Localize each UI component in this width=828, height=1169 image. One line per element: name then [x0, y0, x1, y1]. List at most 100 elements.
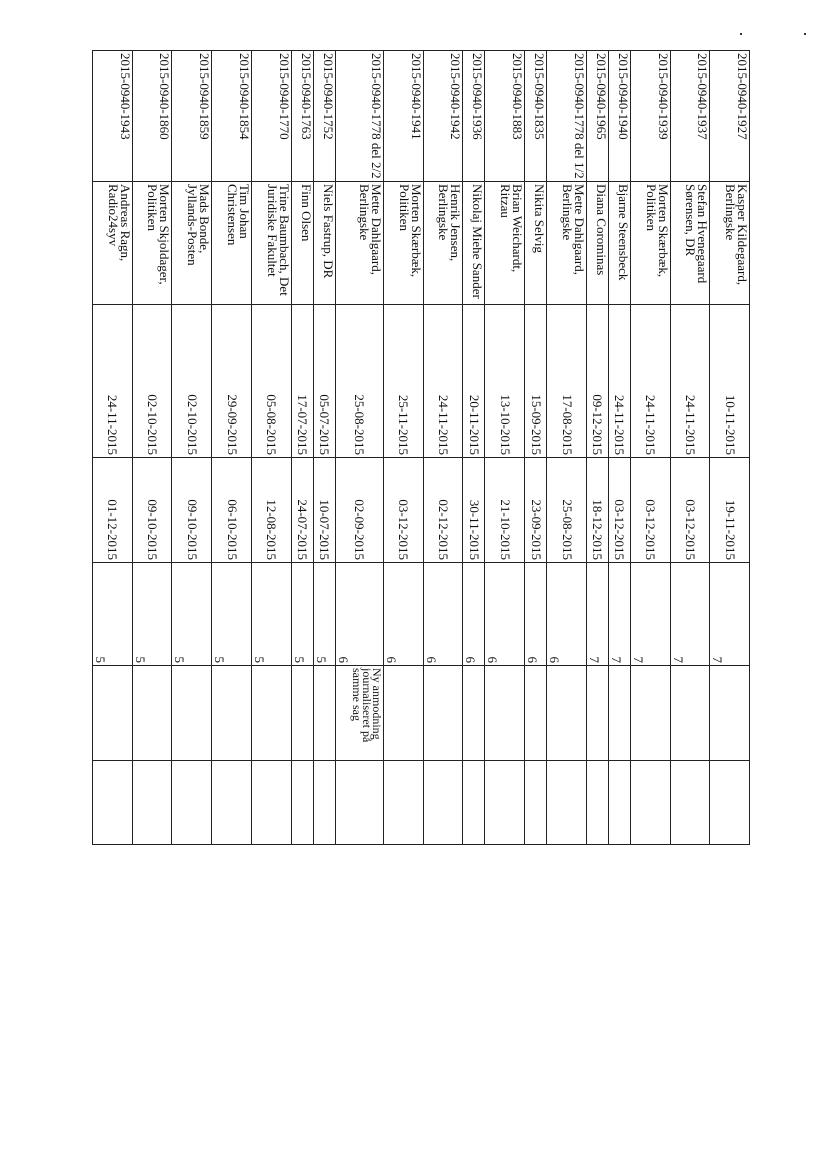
note-cell	[670, 665, 710, 761]
requester-cell: Brian Weichardt, Ritzau	[485, 181, 525, 305]
note-cell	[172, 665, 212, 761]
received-date-cell: 10-11-2015	[709, 304, 750, 458]
count-cell: 5	[211, 562, 252, 666]
case-number-cell: 2015-0940-1943	[92, 50, 133, 182]
count-cell: 6	[383, 562, 424, 666]
case-number-cell: 2015-0940-1854	[211, 50, 252, 182]
scan-speck	[740, 33, 742, 35]
requester-cell: Henrik Jensen, Berlingske	[423, 181, 463, 305]
reply-date-cell: 19-11-2015	[709, 457, 750, 563]
table-row: 2015-0940-1927 Kasper Kildegaard, Berling…	[709, 50, 750, 845]
table-row: 2015-0940-1778 del 2/2 Mette Dahlgaard, B…	[335, 50, 384, 845]
rotated-table-container: 2015-0940-1927 Kasper Kildegaard, Berling…	[92, 50, 750, 845]
blank-cell	[485, 760, 525, 845]
reply-date-cell: 21-10-2015	[485, 457, 525, 563]
note-cell	[383, 665, 424, 761]
count-cell: 5	[251, 562, 292, 666]
received-date-cell: 24-11-2015	[630, 304, 671, 458]
table-row: 2015-0940-1778 del 1/2 Mette Dahlgaard, B…	[546, 50, 587, 845]
count-cell: 5	[291, 562, 314, 666]
blank-cell	[670, 760, 710, 845]
note-cell	[251, 665, 292, 761]
received-date-cell: 20-11-2015	[462, 304, 485, 458]
blank-cell	[383, 760, 424, 845]
reply-date-cell: 30-11-2015	[462, 457, 485, 563]
blank-cell	[423, 760, 463, 845]
table-row: 2015-0940-1941 Morten Skærbæk, Politiken 2…	[383, 50, 424, 845]
blank-cell	[132, 760, 172, 845]
reply-date-cell: 12-08-2015	[251, 457, 292, 563]
note-cell	[546, 665, 587, 761]
blank-cell	[251, 760, 292, 845]
note-cell	[709, 665, 750, 761]
note-cell	[313, 665, 336, 761]
table-row: 2015-0940-1965 Diana Corominas 09-12-2015 1…	[586, 50, 609, 845]
case-number-cell: 2015-0940-1778 del 2/2	[335, 50, 384, 182]
table-row: 2015-0940-1937 Stefan Hvenegaard Sørensen…	[670, 50, 710, 845]
received-date-cell: 17-07-2015	[291, 304, 314, 458]
note-cell	[630, 665, 671, 761]
blank-cell	[92, 760, 133, 845]
case-number-cell: 2015-0940-1927	[709, 50, 750, 182]
blank-cell	[335, 760, 384, 845]
note-cell	[291, 665, 314, 761]
blank-cell	[709, 760, 750, 845]
case-number-cell: 2015-0940-1965	[586, 50, 609, 182]
reply-date-cell: 18-12-2015	[586, 457, 609, 563]
count-cell: 6	[335, 562, 384, 666]
count-cell: 6	[423, 562, 463, 666]
received-date-cell: 24-11-2015	[670, 304, 710, 458]
table-row: 2015-0940-1940 Bjarne Steensbeck 24-11-201…	[608, 50, 631, 845]
blank-cell	[462, 760, 485, 845]
table-row: 2015-0940-1770 Trine Baumbach, Det Juridi…	[251, 50, 292, 845]
case-number-cell: 2015-0940-1835	[524, 50, 547, 182]
requester-cell: Niels Fastrup, DR	[313, 181, 336, 305]
table-row: 2015-0940-1943 Andreas Ragn, Radio24syv 24…	[92, 50, 133, 845]
requester-cell: Diana Corominas	[586, 181, 609, 305]
count-cell: 7	[709, 562, 750, 666]
table-row: 2015-0940-1835 Nikita Selvig 15-09-2015 23-…	[524, 50, 547, 845]
count-cell: 5	[172, 562, 212, 666]
note-cell	[132, 665, 172, 761]
case-number-cell: 2015-0940-1770	[251, 50, 292, 182]
received-date-cell: 25-08-2015	[335, 304, 384, 458]
note-cell	[524, 665, 547, 761]
reply-date-cell: 09-10-2015	[132, 457, 172, 563]
reply-date-cell: 02-09-2015	[335, 457, 384, 563]
blank-cell	[630, 760, 671, 845]
received-date-cell: 17-08-2015	[546, 304, 587, 458]
blank-cell	[211, 760, 252, 845]
case-number-cell: 2015-0940-1939	[630, 50, 671, 182]
requester-cell: Bjarne Steensbeck	[608, 181, 631, 305]
blank-cell	[291, 760, 314, 845]
reply-date-cell: 03-12-2015	[383, 457, 424, 563]
table-row: 2015-0940-1936 Nikolaj Miehe Sander 20-11-…	[462, 50, 485, 845]
reply-date-cell: 03-12-2015	[608, 457, 631, 563]
count-cell: 6	[462, 562, 485, 666]
reply-date-cell: 06-10-2015	[211, 457, 252, 563]
table-row: 2015-0940-1860 Morten Skjoldager, Politik…	[132, 50, 172, 845]
requester-cell: Kasper Kildegaard, Berlingske	[709, 181, 750, 305]
requester-cell: Nikita Selvig	[524, 181, 547, 305]
note-cell	[423, 665, 463, 761]
received-date-cell: 29-09-2015	[211, 304, 252, 458]
requests-table: 2015-0940-1927 Kasper Kildegaard, Berling…	[92, 50, 750, 845]
blank-cell	[546, 760, 587, 845]
count-cell: 5	[92, 562, 133, 666]
reply-date-cell: 01-12-2015	[92, 457, 133, 563]
requester-cell: Morten Skærbæk, Politiken	[383, 181, 424, 305]
received-date-cell: 13-10-2015	[485, 304, 525, 458]
table-row: 2015-0940-1939 Morten Skærbæk, Politiken 2…	[630, 50, 671, 845]
received-date-cell: 02-10-2015	[132, 304, 172, 458]
note-cell	[462, 665, 485, 761]
count-cell: 7	[630, 562, 671, 666]
received-date-cell: 25-11-2015	[383, 304, 424, 458]
received-date-cell: 15-09-2015	[524, 304, 547, 458]
blank-cell	[586, 760, 609, 845]
count-cell: 6	[546, 562, 587, 666]
note-cell	[608, 665, 631, 761]
case-number-cell: 2015-0940-1942	[423, 50, 463, 182]
note-cell: Ny anmodning journaliseret på samme sag	[335, 665, 384, 761]
case-number-cell: 2015-0940-1859	[172, 50, 212, 182]
requester-cell: Tim Johan Christensen	[211, 181, 252, 305]
